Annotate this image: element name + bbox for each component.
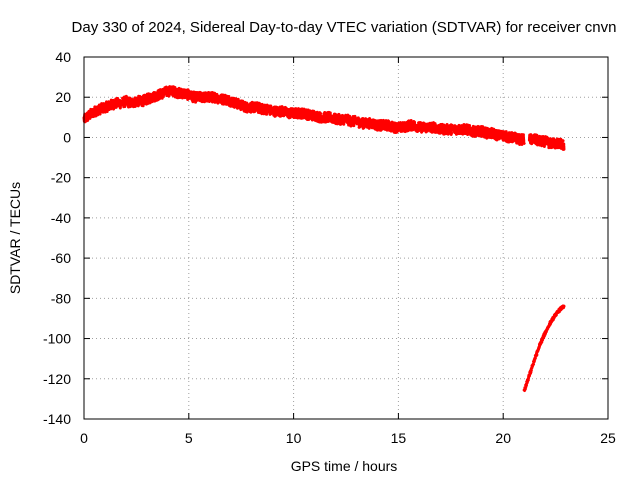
x-tick-label: 10 [286,430,302,446]
y-tick-label: -40 [51,210,71,226]
y-tick-label: 40 [55,49,71,65]
series-1 [82,85,526,146]
x-axis-label: GPS time / hours [291,458,398,474]
tick-labels: 0 5 10 15 20 25 -140 -120 -100 -80 -60 -40 -20 0 20 40 [43,49,616,446]
x-tick-label: 20 [495,430,511,446]
y-axis-label: SDTVAR / TECUs [7,182,23,294]
x-tick-label: 25 [600,430,616,446]
series-2 [527,133,566,151]
x-tick-label: 5 [185,430,193,446]
x-tick-label: 0 [80,430,88,446]
y-tick-label: -80 [51,290,71,306]
data-series [82,85,566,392]
y-tick-label: 0 [63,129,71,145]
y-tick-label: -140 [43,411,71,427]
y-tick-label: -100 [43,331,71,347]
axis-ticks [83,56,609,420]
y-tick-label: -120 [43,371,71,387]
x-tick-label: 15 [391,430,407,446]
chart-title: Day 330 of 2024, Sidereal Day-to-day VTE… [72,19,617,36]
y-tick-label: -20 [51,170,71,186]
series-3 [522,304,566,392]
y-tick-label: -60 [51,250,71,266]
y-tick-label: 20 [55,89,71,105]
plot-frame [83,56,609,420]
